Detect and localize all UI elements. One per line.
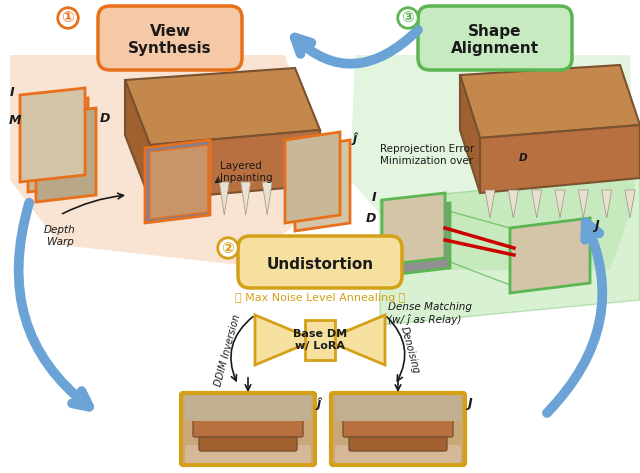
Text: ĵ: ĵ <box>317 396 321 410</box>
FancyBboxPatch shape <box>343 419 453 437</box>
Text: ①: ① <box>61 10 74 26</box>
Polygon shape <box>284 182 294 215</box>
Polygon shape <box>177 182 186 215</box>
Polygon shape <box>305 182 315 215</box>
FancyBboxPatch shape <box>185 445 311 463</box>
Text: M: M <box>9 114 21 126</box>
Polygon shape <box>390 203 450 275</box>
FancyBboxPatch shape <box>193 419 303 437</box>
Text: Reprojection Error
Minimization over: Reprojection Error Minimization over <box>380 144 476 166</box>
Polygon shape <box>625 190 635 218</box>
Polygon shape <box>602 190 612 218</box>
Polygon shape <box>285 132 340 223</box>
Polygon shape <box>460 65 640 138</box>
Polygon shape <box>305 320 335 360</box>
Text: Shape
Alignment: Shape Alignment <box>451 24 539 56</box>
Text: Depth: Depth <box>44 225 76 235</box>
FancyBboxPatch shape <box>181 393 315 465</box>
Text: I: I <box>371 191 376 203</box>
Polygon shape <box>485 190 495 218</box>
Polygon shape <box>155 182 165 215</box>
FancyBboxPatch shape <box>98 6 242 70</box>
Polygon shape <box>382 193 445 265</box>
Text: View
Synthesis: View Synthesis <box>128 24 212 56</box>
Polygon shape <box>198 182 208 215</box>
Text: Base DM
w/ LoRA: Base DM w/ LoRA <box>293 329 347 351</box>
Polygon shape <box>255 315 315 365</box>
Text: DDIM Inversion: DDIM Inversion <box>214 313 243 387</box>
FancyBboxPatch shape <box>335 395 461 421</box>
Text: I: I <box>10 86 14 98</box>
Polygon shape <box>325 315 385 365</box>
Polygon shape <box>20 88 85 182</box>
FancyBboxPatch shape <box>335 445 461 463</box>
FancyBboxPatch shape <box>349 437 447 451</box>
Polygon shape <box>150 130 320 200</box>
Polygon shape <box>125 80 150 200</box>
Polygon shape <box>125 68 320 145</box>
Text: Dense Matching
(w/ ĵ as Relay): Dense Matching (w/ ĵ as Relay) <box>388 302 472 325</box>
Polygon shape <box>10 55 330 265</box>
Polygon shape <box>145 140 210 223</box>
Polygon shape <box>262 182 272 215</box>
FancyBboxPatch shape <box>418 6 572 70</box>
Polygon shape <box>350 55 635 270</box>
FancyBboxPatch shape <box>331 393 465 465</box>
Polygon shape <box>555 190 565 218</box>
Polygon shape <box>150 145 208 219</box>
Text: D: D <box>365 211 376 225</box>
Polygon shape <box>28 98 88 192</box>
Text: D: D <box>100 112 110 124</box>
Polygon shape <box>220 182 229 215</box>
Polygon shape <box>508 190 518 218</box>
Polygon shape <box>480 125 640 193</box>
Polygon shape <box>532 190 541 218</box>
Polygon shape <box>36 108 96 202</box>
FancyBboxPatch shape <box>199 437 297 451</box>
Text: Layered
Inpainting: Layered Inpainting <box>220 161 273 183</box>
Text: Denoising: Denoising <box>399 325 421 375</box>
Text: ③: ③ <box>401 10 415 26</box>
Polygon shape <box>460 75 480 193</box>
FancyBboxPatch shape <box>185 395 311 421</box>
Text: Undistortion: Undistortion <box>266 256 374 272</box>
Polygon shape <box>579 190 588 218</box>
Text: Warp: Warp <box>47 237 74 247</box>
Polygon shape <box>295 140 350 231</box>
FancyBboxPatch shape <box>238 236 402 288</box>
Text: J: J <box>594 219 598 231</box>
Polygon shape <box>510 218 590 293</box>
Text: ②: ② <box>221 240 234 255</box>
Polygon shape <box>241 182 251 215</box>
Text: J: J <box>467 396 472 410</box>
Polygon shape <box>380 175 640 325</box>
Text: ⬥ Max Noise Level Annealing ⬥: ⬥ Max Noise Level Annealing ⬥ <box>235 293 405 303</box>
Text: ĵ: ĵ <box>353 131 357 144</box>
Text: D: D <box>519 153 527 163</box>
